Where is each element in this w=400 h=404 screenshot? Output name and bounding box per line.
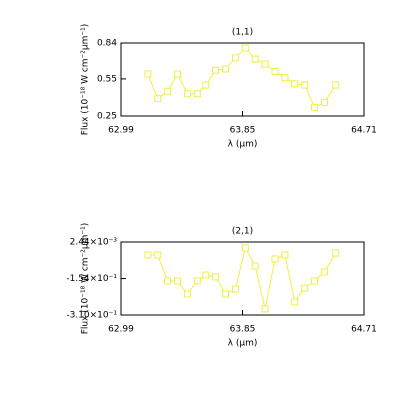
data-marker — [332, 81, 340, 89]
data-marker — [301, 81, 309, 89]
data-marker — [193, 277, 201, 285]
x-tick-label: 63.85 — [230, 325, 256, 335]
x-tick-label: 64.71 — [351, 325, 377, 335]
data-marker — [202, 81, 210, 89]
data-marker — [174, 70, 182, 78]
data-marker — [271, 67, 279, 75]
data-marker — [281, 251, 289, 259]
data-marker — [261, 60, 269, 68]
data-marker — [164, 87, 172, 95]
data-marker — [183, 90, 191, 98]
data-marker — [154, 95, 162, 103]
data-marker — [174, 277, 182, 285]
x-axis-label: λ (μm) — [228, 339, 258, 349]
data-marker — [241, 44, 249, 52]
data-marker — [311, 277, 319, 285]
y-tick-label: 0.84 — [97, 39, 117, 49]
y-tick-label: -3.10×10⁻¹ — [66, 311, 117, 321]
data-marker — [301, 284, 309, 292]
x-tick-label: 63.85 — [230, 126, 256, 136]
chart-title: (1,1) — [232, 28, 253, 38]
data-marker — [212, 273, 220, 281]
y-axis-label: Flux (10⁻¹⁸ W cm⁻²μm⁻¹) — [81, 223, 91, 335]
chart-title: (2,1) — [232, 227, 253, 237]
data-marker — [164, 277, 172, 285]
data-marker — [261, 305, 269, 313]
data-marker — [281, 74, 289, 82]
y-tick-label: 0.55 — [97, 74, 117, 84]
data-marker — [291, 298, 299, 306]
x-tick-label: 64.71 — [351, 126, 377, 136]
y-tick-label: 2.44×10⁻³ — [70, 238, 118, 248]
data-marker — [212, 66, 220, 74]
y-axis-label: Flux (10⁻¹⁸ W cm⁻²μm⁻¹) — [81, 24, 91, 136]
data-marker — [154, 251, 162, 259]
x-tick-label: 62.99 — [108, 126, 134, 136]
data-marker — [193, 90, 201, 98]
data-marker — [222, 65, 230, 73]
data-marker — [332, 249, 340, 257]
y-tick-label: 0.25 — [97, 112, 117, 122]
data-marker — [251, 262, 259, 270]
x-axis-label: λ (μm) — [228, 140, 258, 150]
data-marker — [291, 80, 299, 88]
data-marker — [183, 290, 191, 298]
data-marker — [222, 290, 230, 298]
data-marker — [144, 70, 152, 78]
data-marker — [271, 255, 279, 263]
data-marker — [241, 244, 249, 252]
data-marker — [251, 55, 259, 63]
data-marker — [320, 98, 328, 106]
data-marker — [231, 285, 239, 293]
data-line — [147, 47, 337, 109]
data-marker — [202, 271, 210, 279]
x-tick-label: 62.99 — [108, 325, 134, 335]
data-marker — [320, 268, 328, 276]
data-marker — [231, 54, 239, 62]
y-tick-label: -1.54×10⁻¹ — [66, 274, 117, 284]
data-marker — [311, 103, 319, 111]
data-marker — [144, 251, 152, 259]
